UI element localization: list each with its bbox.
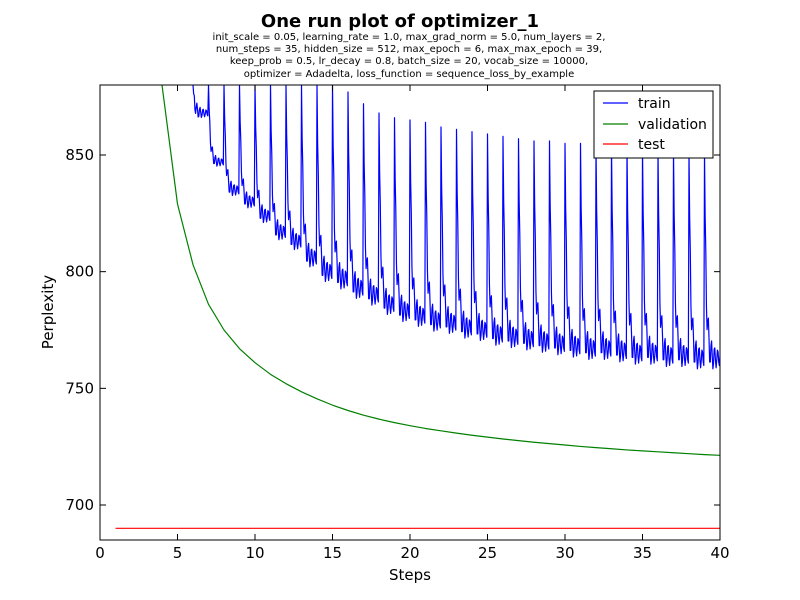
legend-label-validation: validation — [638, 117, 707, 133]
x-axis-label: Steps — [389, 566, 431, 584]
chart-subtitle-line-2: num_steps = 35, hidden_size = 512, max_e… — [216, 44, 602, 55]
x-tick-label: 25 — [478, 544, 497, 562]
legend: train validation test — [593, 90, 714, 159]
legend-label-train: train — [638, 96, 671, 112]
y-tick-label: 750 — [65, 379, 94, 397]
x-tick-label: 40 — [710, 544, 729, 562]
y-tick-label: 850 — [65, 146, 94, 164]
x-tick-label: 20 — [400, 544, 419, 562]
x-tick-label: 15 — [323, 544, 342, 562]
series-line-validation — [161, 85, 720, 456]
chart-subtitle-line-1: init_scale = 0.05, learning_rate = 1.0, … — [213, 32, 606, 43]
chart-subtitle-line-4: optimizer = Adadelta, loss_function = se… — [244, 69, 574, 80]
y-tick-label: 800 — [65, 263, 94, 281]
series-layer — [115, 85, 720, 529]
x-tick-label: 30 — [555, 544, 574, 562]
x-tick-label: 0 — [95, 544, 105, 562]
legend-label-test: test — [638, 137, 665, 153]
series-line-train — [192, 85, 720, 370]
y-axis-label: Perplexity — [39, 275, 57, 349]
ticks-layer: 0 5 10 15 20 25 30 35 40 700 750 800 850 — [65, 85, 730, 562]
chart-title: One run plot of optimizer_1 — [261, 11, 539, 32]
x-tick-label: 5 — [173, 544, 183, 562]
chart-subtitle-line-3: keep_prob = 0.5, lr_decay = 0.8, batch_s… — [230, 56, 588, 67]
x-tick-label: 10 — [245, 544, 264, 562]
x-tick-label: 35 — [633, 544, 652, 562]
y-tick-label: 700 — [65, 496, 94, 514]
